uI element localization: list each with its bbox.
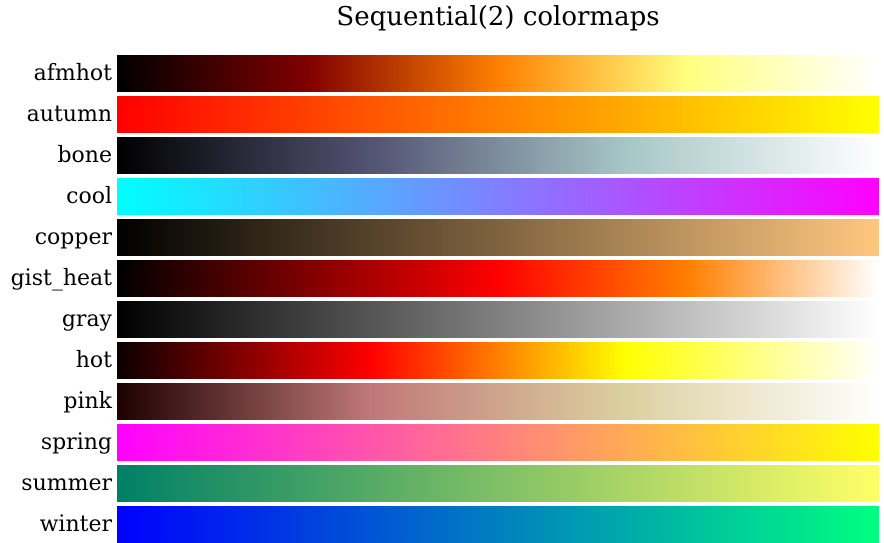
colormap-row-autumn: autumn <box>0 96 884 133</box>
colormap-bar <box>117 465 879 502</box>
colormap-label: bone <box>57 143 112 168</box>
colormap-label: spring <box>40 430 112 455</box>
colormap-row-afmhot: afmhot <box>0 55 884 92</box>
colormap-row-copper: copper <box>0 219 884 256</box>
colormap-bar <box>117 383 879 420</box>
colormap-row-winter: winter <box>0 506 884 543</box>
colormap-bar <box>117 342 879 379</box>
colormap-bar <box>117 137 879 174</box>
colormap-label: gist_heat <box>10 266 112 291</box>
colormap-label: pink <box>63 389 112 414</box>
colormap-label: autumn <box>26 102 112 127</box>
colormap-label: summer <box>21 471 112 496</box>
colormap-bar <box>117 260 879 297</box>
colormap-label: hot <box>75 348 112 373</box>
colormap-bar <box>117 55 879 92</box>
colormap-row-pink: pink <box>0 383 884 420</box>
colormap-row-bone: bone <box>0 137 884 174</box>
colormap-row-summer: summer <box>0 465 884 502</box>
colormap-label: gray <box>61 307 112 332</box>
colormap-bar <box>117 424 879 461</box>
colormap-label: winter <box>39 512 112 537</box>
colormap-label: afmhot <box>33 61 112 86</box>
colormap-row-hot: hot <box>0 342 884 379</box>
colormap-bar <box>117 178 879 215</box>
colormap-label: copper <box>34 225 112 250</box>
colormap-bar <box>117 506 879 543</box>
colormap-row-cool: cool <box>0 178 884 215</box>
colormap-bar <box>117 301 879 338</box>
chart-title: Sequential(2) colormaps <box>336 2 660 32</box>
colormap-label: cool <box>66 184 112 209</box>
colormap-bar <box>117 219 879 256</box>
colormap-row-gist-heat: gist_heat <box>0 260 884 297</box>
colormap-bar <box>117 96 879 133</box>
colormap-row-gray: gray <box>0 301 884 338</box>
colormap-row-spring: spring <box>0 424 884 461</box>
